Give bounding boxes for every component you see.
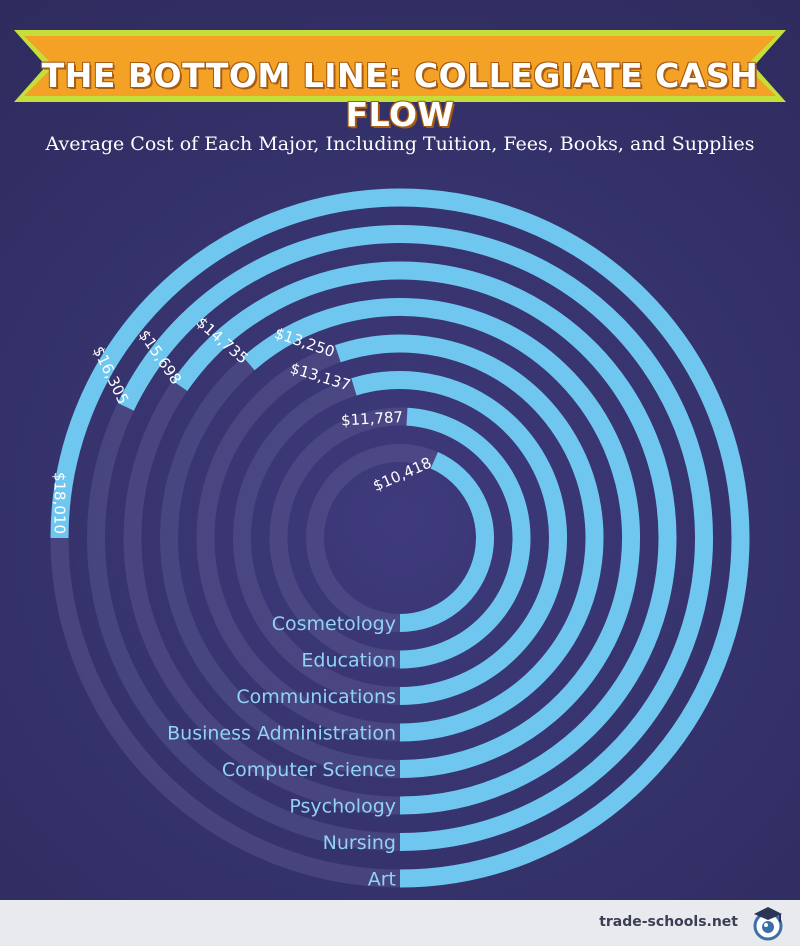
page-title: THE BOTTOM LINE: COLLEGIATE CASH FLOW bbox=[41, 56, 759, 134]
category-label: Nursing bbox=[323, 832, 396, 854]
title-banner bbox=[14, 30, 786, 102]
bar-nursing bbox=[117, 225, 713, 851]
bar-education bbox=[399, 407, 531, 669]
bar-cosmetology bbox=[399, 452, 494, 632]
chart-subtitle: Average Cost of Each Major, Including Tu… bbox=[45, 133, 755, 155]
radial-bar-chart: Cosmetology Education Communications Busine… bbox=[50, 188, 750, 891]
ring-bars bbox=[50, 188, 750, 888]
category-label: Cosmetology bbox=[272, 613, 396, 635]
category-label: Education bbox=[301, 650, 396, 672]
infographic-canvas: THE BOTTOM LINE: COLLEGIATE CASH FLOW Av… bbox=[0, 0, 800, 900]
value-label: $18,010 bbox=[51, 472, 69, 534]
graduation-cap-eye-icon bbox=[753, 907, 783, 941]
footer: trade-schools.net bbox=[0, 900, 800, 946]
category-label: Art bbox=[368, 869, 396, 891]
bar-psychology bbox=[172, 261, 677, 815]
bar-computer-science bbox=[242, 298, 640, 778]
category-label: Computer Science bbox=[222, 759, 396, 781]
value-label: $11,787 bbox=[341, 408, 404, 430]
footer-brand: trade-schools.net bbox=[599, 914, 738, 930]
category-labels: Cosmetology Education Communications Busine… bbox=[167, 613, 396, 891]
bar-art bbox=[50, 188, 750, 888]
category-label: Communications bbox=[236, 686, 396, 708]
category-label: Business Administration bbox=[167, 723, 396, 745]
category-label: Psychology bbox=[289, 796, 396, 818]
bar-business-administration bbox=[334, 334, 604, 742]
bar-communications bbox=[351, 371, 567, 705]
